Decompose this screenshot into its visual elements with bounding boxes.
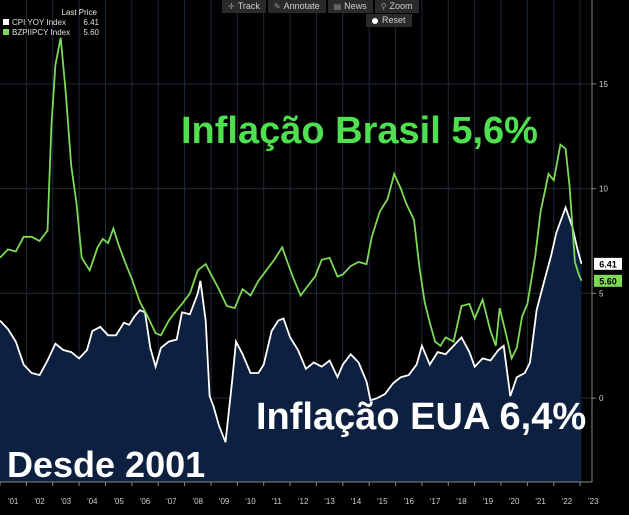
x-tick-label: '06 bbox=[140, 497, 151, 506]
y-tick-label: 5 bbox=[599, 289, 604, 298]
legend-name-brazil: BZPIIPCY Index bbox=[12, 27, 71, 37]
brazil-inflation-annotation: Inflação Brasil 5,6% bbox=[181, 110, 538, 152]
legend-swatch-brazil bbox=[3, 29, 9, 35]
legend: Last Price CPI YOY Index 6.41 BZPIIPCY I… bbox=[3, 8, 99, 37]
brazil-line bbox=[0, 37, 583, 362]
legend-item[interactable]: BZPIIPCY Index 5.60 bbox=[3, 27, 99, 37]
news-icon: ▤ bbox=[333, 2, 342, 11]
legend-item[interactable]: CPI YOY Index 6.41 bbox=[3, 17, 99, 27]
last-price-label: 5.60 bbox=[599, 276, 617, 286]
cpi-line bbox=[0, 204, 583, 443]
y-axis: 0 5 10 15 bbox=[591, 0, 608, 482]
reset-button[interactable]: Reset bbox=[366, 14, 412, 27]
x-tick-label: '02 bbox=[34, 497, 45, 506]
zoom-label: Zoom bbox=[389, 1, 413, 11]
x-tick-label: '19 bbox=[483, 497, 494, 506]
cpi-last-price-badge: 6.41 bbox=[594, 257, 622, 270]
zoom-button[interactable]: ⚲ Zoom bbox=[374, 0, 419, 13]
x-tick-label: '14 bbox=[351, 497, 362, 506]
track-label: Track bbox=[237, 1, 260, 11]
since-2001-annotation: Desde 2001 bbox=[7, 444, 206, 485]
x-tick-label: '15 bbox=[377, 497, 388, 506]
reset-label: Reset bbox=[382, 15, 406, 25]
news-label: News bbox=[344, 1, 367, 11]
x-tick-label: '04 bbox=[87, 497, 98, 506]
pencil-icon: ✎ bbox=[273, 2, 281, 11]
x-tick-label: '23 bbox=[588, 497, 599, 506]
cpi-area-fill bbox=[0, 207, 582, 482]
x-tick-label: '01 bbox=[8, 497, 19, 506]
last-price-badges: 6.41 5.60 bbox=[594, 257, 622, 287]
x-tick-label: '18 bbox=[456, 497, 467, 506]
x-tick-label: '16 bbox=[404, 497, 415, 506]
track-button[interactable]: ✛ Track bbox=[222, 0, 266, 13]
annotate-button[interactable]: ✎ Annotate bbox=[267, 0, 326, 13]
y-tick-label: 0 bbox=[599, 394, 604, 403]
x-tick-label: '22 bbox=[562, 497, 573, 506]
zoom-icon: ⚲ bbox=[380, 2, 387, 11]
x-tick-label: '08 bbox=[193, 497, 204, 506]
chart-toolbar: ✛ Track ✎ Annotate ▤ News ⚲ Zoom bbox=[222, 0, 419, 13]
legend-value-cpi: 6.41 bbox=[83, 17, 99, 27]
x-tick-label: '13 bbox=[324, 497, 335, 506]
annotate-label: Annotate bbox=[283, 1, 320, 11]
legend-value-brazil: 5.60 bbox=[83, 27, 99, 37]
x-tick-label: '21 bbox=[535, 497, 546, 506]
x-tick-label: '09 bbox=[219, 497, 230, 506]
last-price-label: 6.41 bbox=[599, 259, 617, 269]
reset-icon bbox=[372, 17, 378, 24]
legend-title: Last Price bbox=[61, 8, 97, 17]
x-tick-label: '11 bbox=[272, 497, 282, 506]
y-tick-label: 15 bbox=[599, 80, 608, 89]
x-axis: '01 '02 '03 '04 '05 '06 '07 '08 '09 '10 '11 '12 '13 '… bbox=[0, 481, 599, 506]
crosshair-icon: ✛ bbox=[228, 2, 235, 11]
x-tick-label: '03 bbox=[61, 497, 72, 506]
x-tick-label: '07 bbox=[166, 497, 177, 506]
legend-name-cpi: CPI YOY Index bbox=[12, 17, 66, 27]
x-tick-label: '20 bbox=[509, 497, 520, 506]
legend-swatch-cpi bbox=[3, 19, 9, 25]
y-tick-label: 10 bbox=[599, 185, 608, 194]
x-tick-label: '17 bbox=[430, 497, 441, 506]
news-button[interactable]: ▤ News bbox=[327, 0, 373, 13]
brazil-last-price-badge: 5.60 bbox=[594, 274, 622, 287]
x-tick-label: '12 bbox=[298, 497, 309, 506]
x-tick-label: '10 bbox=[245, 497, 256, 506]
x-tick-label: '05 bbox=[113, 497, 124, 506]
us-inflation-annotation: Inflação EUA 6,4% bbox=[256, 396, 587, 438]
